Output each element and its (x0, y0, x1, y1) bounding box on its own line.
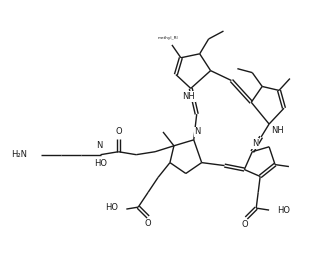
Text: NH: NH (182, 92, 195, 101)
Text: N: N (252, 139, 258, 148)
Text: HO: HO (105, 203, 118, 212)
Text: N: N (96, 141, 103, 150)
Text: NH: NH (271, 126, 283, 135)
Text: HO: HO (277, 205, 290, 215)
Text: N: N (195, 128, 201, 136)
Text: H₂N: H₂N (11, 150, 27, 159)
Text: HO: HO (94, 159, 107, 168)
Text: methyl_RI: methyl_RI (158, 36, 178, 40)
Text: O: O (241, 220, 248, 229)
Text: O: O (115, 128, 122, 136)
Text: O: O (145, 219, 152, 228)
